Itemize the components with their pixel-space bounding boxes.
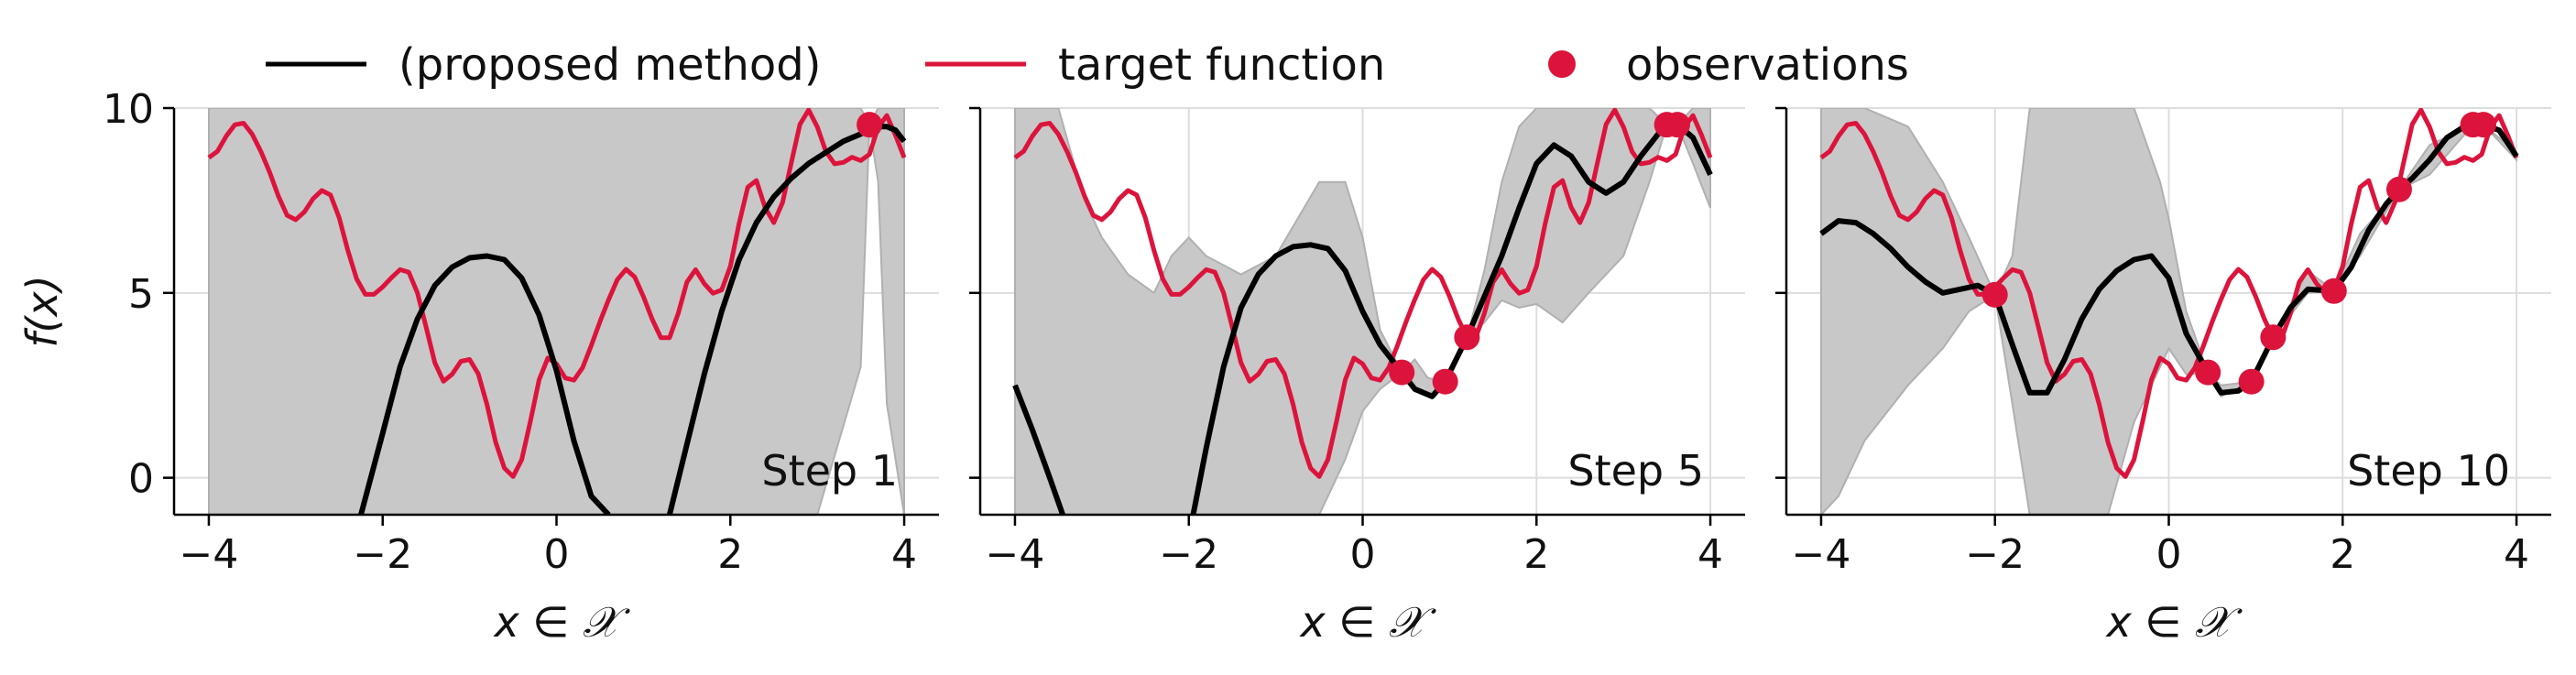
observation-point	[2260, 324, 2287, 351]
panel-3: −4 −2 0 2 4 x ∈ 𝒳 Step 10	[1775, 106, 2551, 647]
x-tick-label: 4	[891, 531, 917, 578]
y-axis-label: f(x)	[17, 275, 67, 347]
target-function-line	[1013, 108, 1713, 479]
legend-label-0: (proposed method)	[398, 39, 821, 91]
observation-point	[1432, 368, 1458, 395]
target-function-line	[1819, 108, 2519, 479]
plot-area	[1819, 108, 2519, 515]
observation-point	[2470, 112, 2496, 138]
observation-point	[2195, 359, 2221, 386]
y-tick-label: 10	[103, 86, 154, 133]
observation-point	[1664, 112, 1690, 138]
observation-point	[1454, 324, 1480, 351]
observation-point	[857, 112, 883, 138]
x-tick-label: −4	[1792, 531, 1851, 578]
observation-point	[2320, 278, 2347, 304]
observation-point	[2385, 176, 2412, 202]
step-label: Step 10	[2347, 446, 2510, 495]
observation-point	[1981, 281, 2008, 308]
x-tick-label: −2	[353, 531, 412, 578]
x-tick-label: −2	[1159, 531, 1218, 578]
x-axis-label: x ∈ 𝒳	[492, 597, 630, 647]
legend-dot-2	[1548, 50, 1576, 78]
model-mean-line	[1819, 122, 2519, 396]
x-tick-label: 0	[544, 531, 570, 578]
x-tick-label: 2	[717, 531, 743, 578]
legend-label-1: target function	[1058, 39, 1385, 91]
x-tick-label: 2	[2330, 531, 2355, 578]
uncertainty-band	[1820, 108, 2517, 515]
observation-point	[1389, 359, 1415, 386]
panels: −4 −2 0 2 4 0 5 10 x ∈ 𝒳 Step 1 −4 −2 0 2 4 x ∈ 𝒳 Step 5…	[103, 86, 2551, 647]
x-tick-label: −4	[180, 531, 239, 578]
legend: (proposed method) target function observat…	[266, 39, 1909, 91]
panel-2: −4 −2 0 2 4 x ∈ 𝒳 Step 5	[969, 106, 1745, 647]
x-tick-label: 0	[1350, 531, 1376, 578]
step-label: Step 1	[761, 446, 898, 495]
x-axis-label: x ∈ 𝒳	[2104, 597, 2243, 647]
uncertainty-band	[208, 108, 905, 515]
x-tick-label: 4	[2504, 531, 2529, 578]
y-tick-label: 5	[128, 271, 154, 318]
plot-area	[207, 108, 907, 515]
x-tick-label: 2	[1523, 531, 1549, 578]
panel-1: −4 −2 0 2 4 0 5 10 x ∈ 𝒳 Step 1	[103, 86, 939, 647]
x-tick-label: 4	[1697, 531, 1723, 578]
y-tick-label: 0	[128, 456, 154, 503]
x-axis-label: x ∈ 𝒳	[1298, 597, 1436, 647]
x-tick-label: −2	[1965, 531, 2025, 578]
legend-label-2: observations	[1626, 39, 1909, 91]
step-label: Step 5	[1567, 446, 1704, 495]
observation-point	[2238, 368, 2265, 395]
x-tick-label: 0	[2156, 531, 2182, 578]
x-tick-label: −4	[986, 531, 1045, 578]
